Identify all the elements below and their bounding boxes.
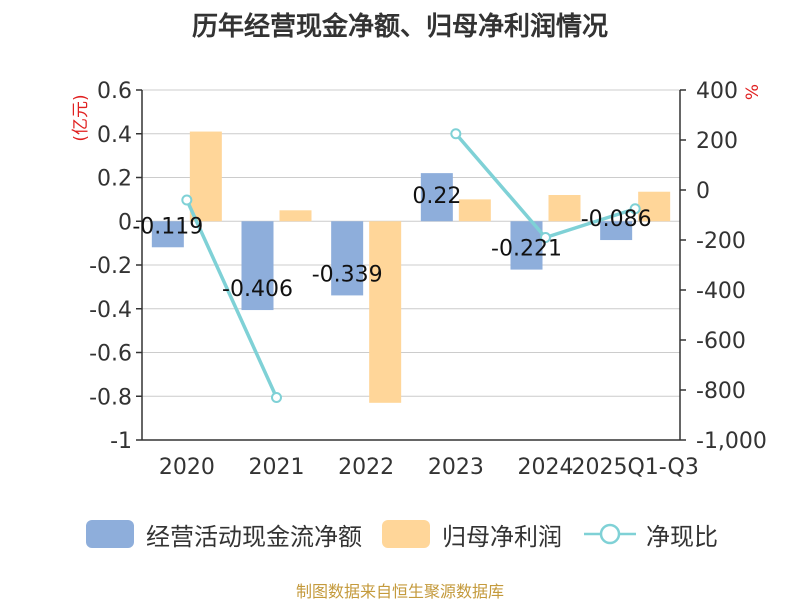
bar-net-profit <box>548 195 581 222</box>
left-tick-label: 0 <box>118 210 132 235</box>
x-tick-label: 2023 <box>428 455 484 480</box>
data-label-operating-cashflow: -0.086 <box>581 207 652 232</box>
bar-net-profit <box>369 221 402 403</box>
x-tick-label: 2021 <box>249 455 305 480</box>
left-tick-label: -0.6 <box>89 342 132 367</box>
data-source-note: 制图数据来自恒生聚源数据库 <box>295 582 504 601</box>
data-label-operating-cashflow: -0.406 <box>222 277 293 302</box>
bar-operating-cashflow <box>420 173 453 222</box>
point-cash-ratio <box>450 128 462 140</box>
bar-operating-cashflow <box>331 221 364 296</box>
left-tick-label: -0.4 <box>89 298 132 323</box>
right-unit-label: % <box>743 84 763 100</box>
left-tick-label: 0.6 <box>97 79 132 104</box>
x-tick-label: 2024 <box>518 455 574 480</box>
data-label-operating-cashflow: -0.119 <box>132 214 203 239</box>
point-cash-ratio <box>271 392 282 403</box>
legend-item-operating-cashflow[interactable]: 经营活动现金流净额 <box>86 516 362 552</box>
legend-swatch-orange <box>382 520 430 548</box>
data-label-operating-cashflow: -0.339 <box>312 262 383 287</box>
point-cash-ratio <box>181 194 193 206</box>
right-tick-label: 0 <box>696 179 710 204</box>
bar-net-profit <box>638 191 671 222</box>
bar-operating-cashflow <box>241 221 274 311</box>
x-tick-label: 2020 <box>159 455 215 480</box>
bar-net-profit <box>189 131 222 222</box>
legend-line-marker-icon <box>584 523 636 545</box>
right-tick-label: -1,000 <box>696 429 767 454</box>
legend-label: 经营活动现金流净额 <box>146 522 362 551</box>
left-tick-label: -1 <box>110 429 132 454</box>
bar-net-profit <box>279 210 312 222</box>
left-tick-label: -0.8 <box>89 385 132 410</box>
right-tick-label: 400 <box>696 79 738 104</box>
x-tick-label: 2022 <box>338 455 394 480</box>
point-cash-ratio <box>540 232 551 243</box>
right-tick-label: -600 <box>696 329 746 354</box>
legend-item-cash-ratio[interactable]: 净现比 <box>582 516 718 552</box>
legend-label: 净现比 <box>646 522 718 551</box>
line-cash-ratio <box>185 199 279 399</box>
right-tick-label: 200 <box>696 129 738 154</box>
bar-operating-cashflow <box>600 221 633 241</box>
left-tick-label: 0.4 <box>97 123 132 148</box>
right-tick-label: -200 <box>696 229 746 254</box>
left-unit-label: (亿元) <box>71 94 91 141</box>
left-tick-label: 0.2 <box>97 167 132 192</box>
left-tick-label: -0.2 <box>89 254 132 279</box>
legend-swatch-blue <box>86 520 134 548</box>
data-label-operating-cashflow: -0.221 <box>491 237 562 262</box>
right-tick-label: -800 <box>696 379 746 404</box>
chart-title: 历年经营现金净额、归母净利润情况 <box>191 12 608 42</box>
bar-net-profit <box>458 199 491 222</box>
x-tick-label: 2025Q1-Q3 <box>571 455 698 480</box>
data-label-operating-cashflow: 0.22 <box>412 184 461 209</box>
right-tick-label: -400 <box>696 279 746 304</box>
point-cash-ratio <box>629 203 641 215</box>
legend-item-net-profit[interactable]: 归母净利润 <box>382 516 562 552</box>
bar-operating-cashflow <box>151 221 184 248</box>
legend-label: 归母净利润 <box>442 522 562 551</box>
